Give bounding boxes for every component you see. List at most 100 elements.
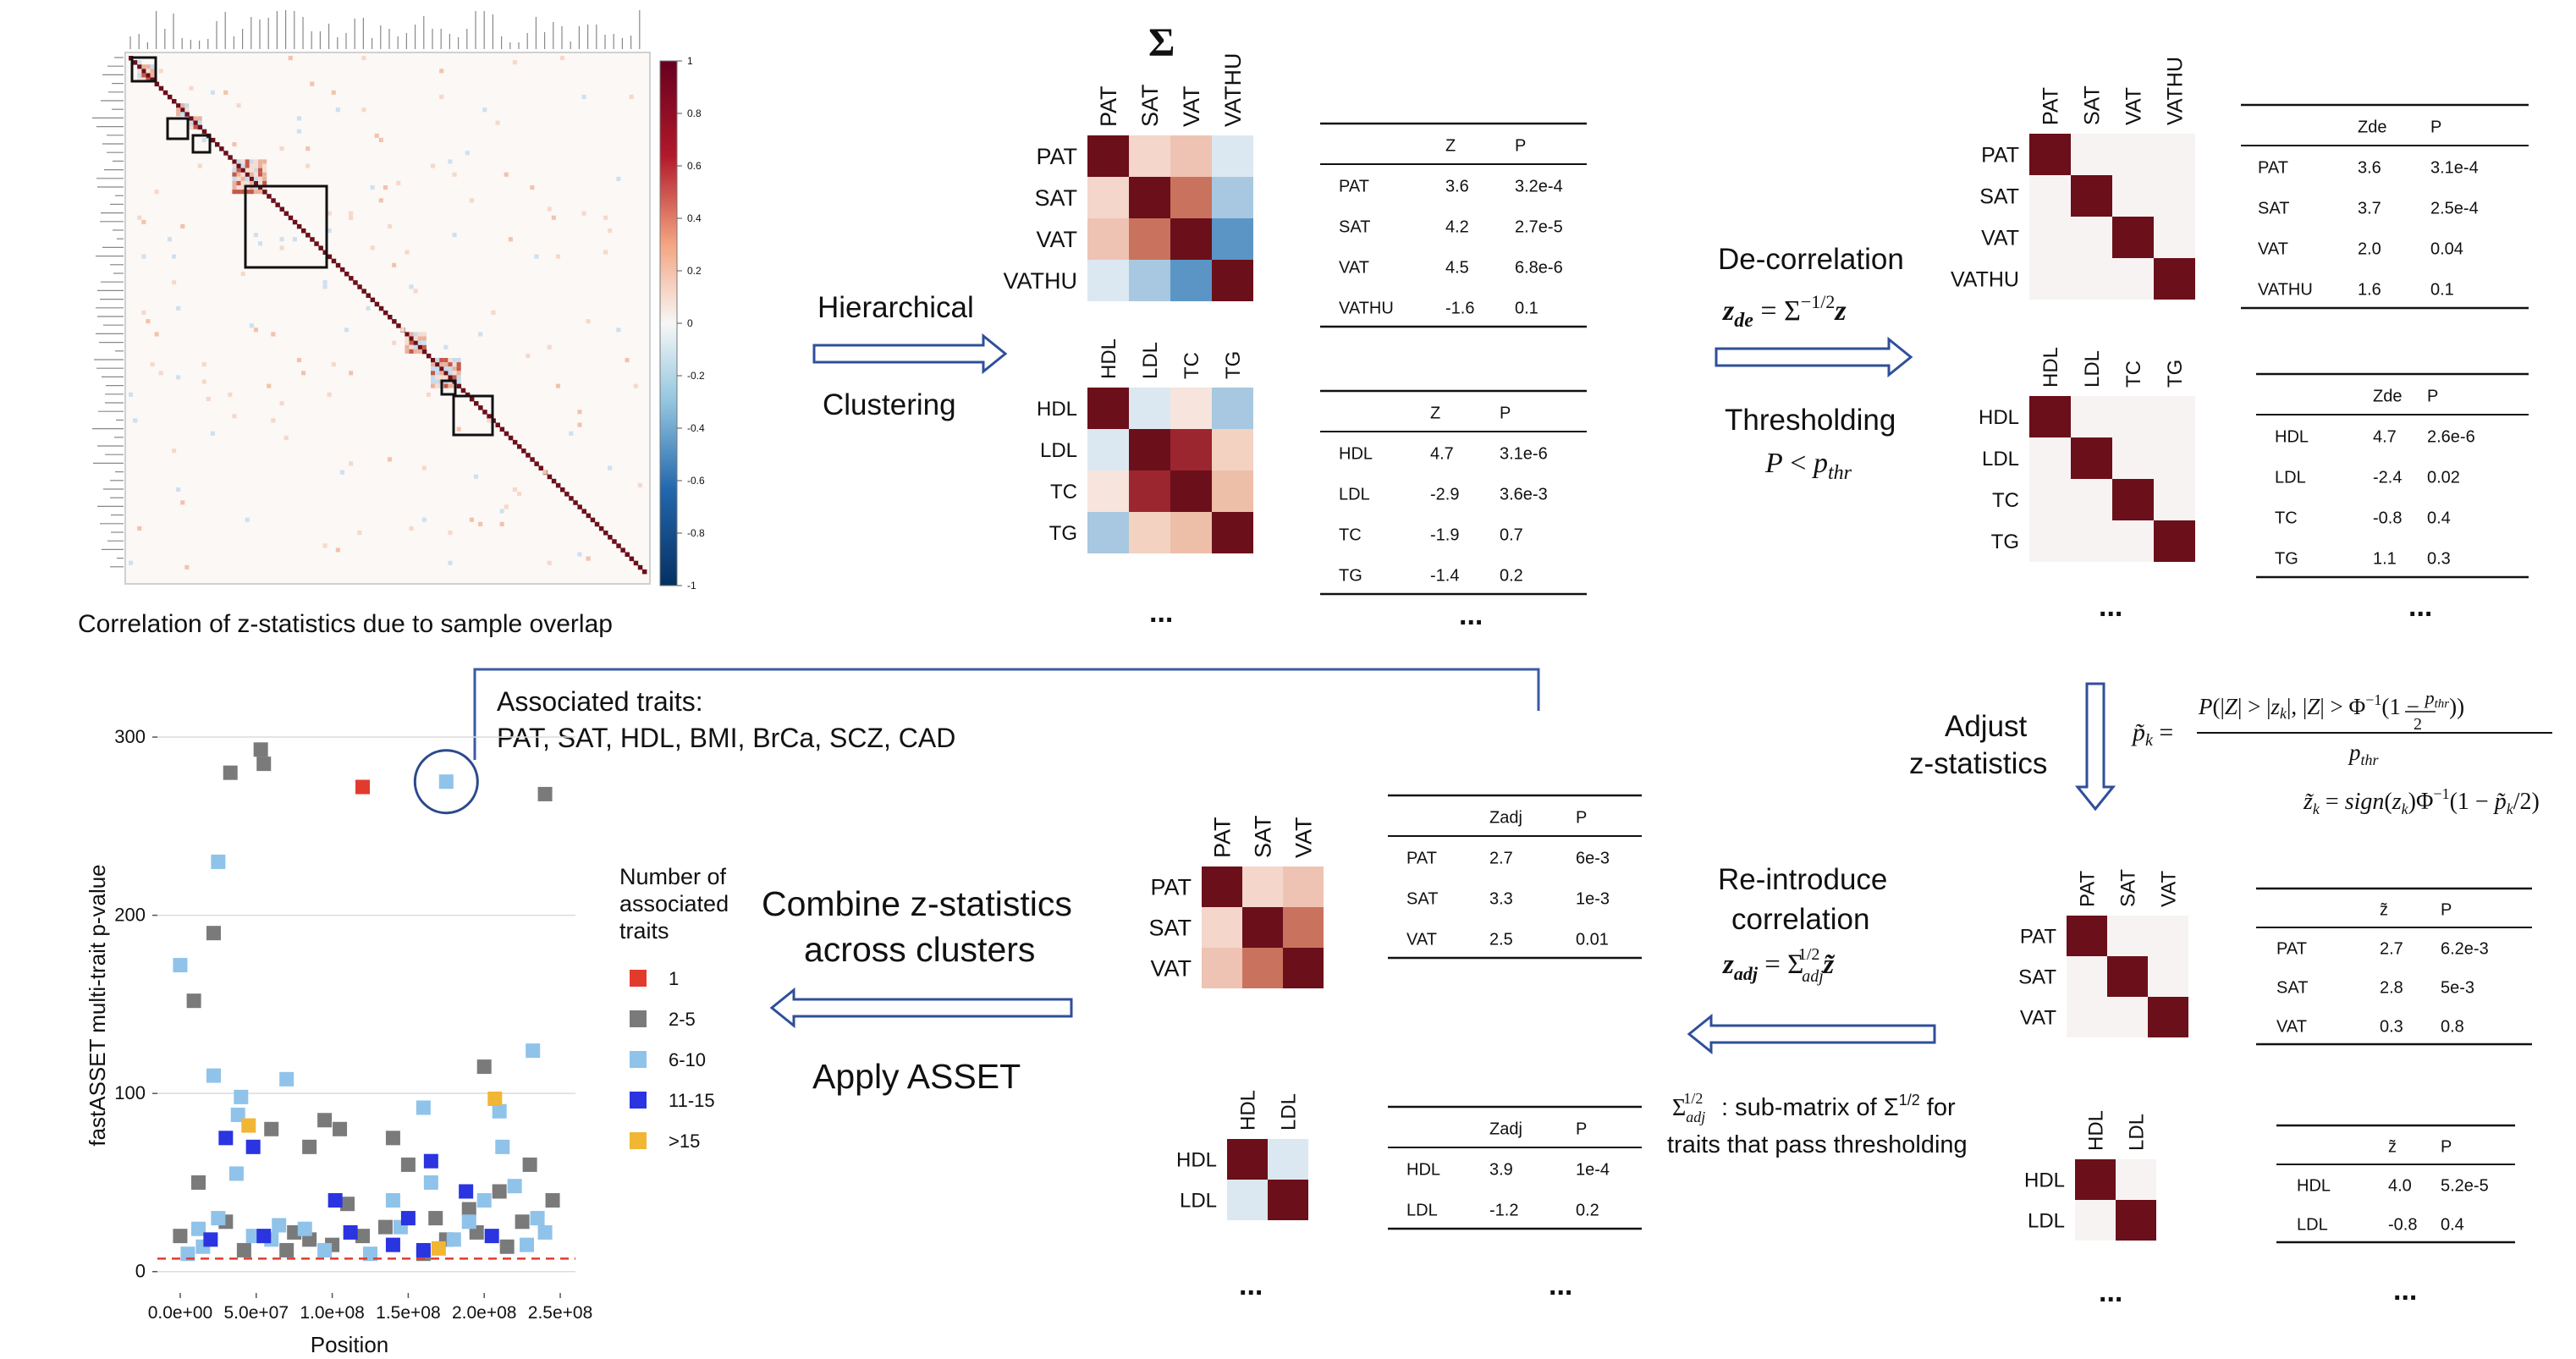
data-point bbox=[186, 993, 201, 1009]
cluster-cell bbox=[253, 172, 258, 177]
data-point bbox=[530, 1211, 545, 1226]
heatmap-cell bbox=[1212, 135, 1253, 177]
cluster-cell bbox=[258, 159, 263, 164]
offdiag-cell bbox=[210, 431, 215, 436]
diagonal-cell bbox=[474, 401, 479, 406]
offdiag-cell bbox=[223, 90, 228, 95]
heatmap-cell bbox=[1212, 388, 1253, 429]
row-label: VAT bbox=[1036, 227, 1077, 252]
cluster-cell bbox=[421, 344, 427, 349]
diagonal-cell bbox=[478, 405, 483, 410]
associated-bracket bbox=[473, 668, 1540, 760]
diagonal-cell bbox=[167, 94, 173, 100]
diagonal-cell bbox=[598, 525, 604, 531]
table-header: Zadj bbox=[1489, 1120, 1522, 1139]
data-point bbox=[487, 1091, 503, 1106]
table-cell: 3.1e-6 bbox=[1500, 445, 1548, 464]
offdiag-cell bbox=[547, 344, 552, 349]
offdiag-cell bbox=[478, 521, 483, 526]
table-cell: SAT bbox=[1406, 890, 1438, 909]
data-point bbox=[423, 1175, 438, 1190]
heatmap-cell bbox=[1268, 1139, 1308, 1180]
offdiag-cell bbox=[253, 233, 258, 238]
row-label: HDL bbox=[2024, 1169, 2065, 1191]
diagonal-cell bbox=[366, 293, 371, 298]
diagonal-cell bbox=[405, 332, 410, 337]
cluster-cell bbox=[249, 159, 254, 164]
data-point bbox=[264, 1121, 279, 1136]
data-point bbox=[333, 1121, 348, 1136]
diagonal-cell bbox=[146, 73, 151, 78]
offdiag-cell bbox=[456, 426, 461, 432]
cluster-cell bbox=[176, 112, 181, 117]
table-cell: 0.7 bbox=[1500, 526, 1523, 545]
row-label: SAT bbox=[1148, 915, 1192, 940]
ellipsis: ... bbox=[2099, 591, 2122, 623]
diagonal-cell bbox=[137, 64, 142, 69]
row-label: VAT bbox=[1981, 226, 2019, 250]
zde-table-body-fat: Zde P PAT 3.6 3.1e-4 SAT 3.7 2.5e-4 VAT 2.0 0.04 VA… bbox=[2241, 103, 2529, 310]
table-cell: 1.1 bbox=[2373, 550, 2397, 569]
diagonal-cell bbox=[133, 60, 138, 65]
table-cell: -1.6 bbox=[1445, 300, 1474, 318]
cluster-cell bbox=[249, 168, 254, 173]
identity-matrix-lipids: HDL HDL LDL LDL TC TC TG TG bbox=[1979, 347, 2195, 562]
cluster-cell bbox=[253, 176, 258, 181]
data-point bbox=[218, 1131, 234, 1146]
arrow-adjust bbox=[2074, 682, 2116, 812]
heatmap-cell bbox=[1129, 260, 1170, 301]
offdiag-cell bbox=[378, 198, 383, 203]
table-header: Z bbox=[1430, 404, 1440, 423]
colorbar-tick-label: -0.4 bbox=[687, 422, 705, 434]
heatmap-adjusted-body-fat: PAT PAT SAT SAT VAT VAT bbox=[1148, 815, 1324, 988]
heatmap-cell bbox=[1170, 260, 1212, 301]
heatmap-cell bbox=[2029, 520, 2071, 562]
offdiag-cell bbox=[146, 319, 151, 324]
offdiag-cell bbox=[150, 362, 155, 367]
colorbar-tick-label: -0.6 bbox=[687, 475, 705, 487]
data-point bbox=[385, 1237, 400, 1252]
ellipsis: ... bbox=[1239, 1269, 1263, 1301]
cluster-cell bbox=[236, 180, 241, 185]
offdiag-cell bbox=[331, 362, 336, 367]
cluster-cell bbox=[240, 163, 245, 168]
offdiag-cell bbox=[296, 116, 301, 121]
heatmap-cell bbox=[2071, 396, 2112, 437]
cluster-cell bbox=[249, 185, 254, 190]
ellipsis: ... bbox=[2408, 591, 2432, 623]
cluster-cell bbox=[456, 375, 461, 380]
offdiag-cell bbox=[499, 521, 504, 526]
data-point bbox=[203, 1232, 218, 1247]
table-cell: 0.4 bbox=[2427, 509, 2451, 528]
zstatistics-label: z-statistics bbox=[1909, 747, 2047, 780]
data-point bbox=[416, 1242, 431, 1257]
cluster-cell bbox=[146, 64, 151, 69]
cluster-cell bbox=[262, 176, 267, 181]
diagonal-cell bbox=[608, 535, 613, 540]
heatmap-cell bbox=[2075, 1200, 2116, 1241]
column-label: HDL bbox=[1098, 338, 1120, 379]
data-point bbox=[438, 774, 454, 790]
cluster-box bbox=[244, 184, 328, 269]
cluster-cell bbox=[197, 120, 202, 125]
offdiag-cell bbox=[586, 319, 591, 324]
table-cell: 4.7 bbox=[2373, 428, 2397, 447]
table-header: P bbox=[1515, 137, 1526, 156]
x-tick-label: 1.0e+08 bbox=[300, 1303, 365, 1323]
table-cell: 2.7 bbox=[1489, 850, 1513, 868]
diagonal-cell bbox=[141, 69, 146, 74]
cluster-cell bbox=[435, 383, 440, 388]
heatmap-cell bbox=[1129, 512, 1170, 553]
table-cell: LDL bbox=[2275, 469, 2306, 487]
table-cell: 0.4 bbox=[2441, 1215, 2464, 1234]
table-cell: 0.04 bbox=[2430, 240, 2463, 259]
diagonal-cell bbox=[538, 465, 543, 470]
diagonal-cell bbox=[594, 521, 600, 527]
cluster-cell bbox=[236, 159, 241, 164]
diagonal-cell bbox=[322, 250, 328, 255]
heatmap-cell bbox=[1227, 1180, 1268, 1220]
ztilde-table-body-fat: z̃ P PAT 2.7 6.2e-3 SAT 2.8 5e-3 VAT 0.3 0.8 bbox=[2256, 887, 2532, 1046]
diagonal-cell bbox=[551, 478, 557, 484]
cluster-cell bbox=[189, 120, 194, 125]
offdiag-cell bbox=[577, 410, 582, 415]
